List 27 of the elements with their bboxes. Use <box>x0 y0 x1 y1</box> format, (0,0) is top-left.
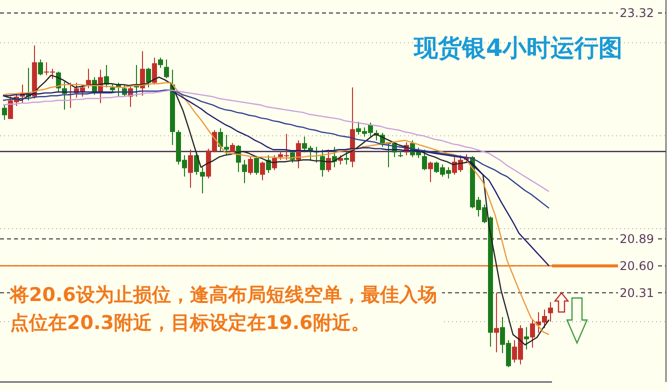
y-tick-label: 23.32 <box>620 6 654 20</box>
candlestick <box>260 161 265 181</box>
candlestick <box>218 128 223 152</box>
candlestick <box>254 156 259 176</box>
candlestick <box>248 156 253 176</box>
candlestick <box>158 57 163 68</box>
candlestick <box>188 149 193 188</box>
candlestick <box>164 58 169 79</box>
y-tick-label: 20.89 <box>620 232 654 246</box>
candlestick <box>548 302 553 322</box>
candlestick <box>242 159 247 184</box>
candlestick <box>422 149 427 171</box>
y-tick-label: 20.60 <box>620 258 654 273</box>
candlestick <box>344 151 349 166</box>
candlestick <box>38 58 43 76</box>
candlestick <box>428 161 433 183</box>
candlestick <box>146 67 151 88</box>
annotation: 将20.6设为止损位，逢高布局短线空单，最佳入场点位在20.3附近，目标设定在19.6附近。 <box>10 281 442 337</box>
candlestick <box>494 292 499 353</box>
text: 现货银4小时运行图 <box>414 33 623 64</box>
candlestick <box>2 104 7 120</box>
candlestick <box>194 151 199 176</box>
candlestick <box>338 154 343 166</box>
candlestick <box>320 149 325 178</box>
candlestick <box>200 166 205 194</box>
y-tick-label: 20.31 <box>620 286 654 300</box>
candlestick <box>230 142 235 153</box>
